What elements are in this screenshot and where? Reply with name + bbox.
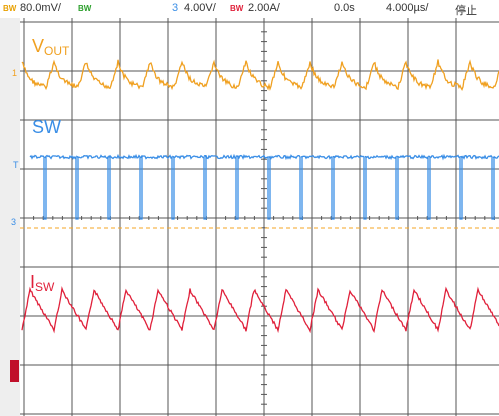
ch4-marker	[10, 360, 19, 382]
subscript: OUT	[44, 44, 70, 58]
trigger-marker: T	[13, 160, 19, 170]
ch1-scale: 80.0mV/	[20, 2, 61, 14]
status-bar: BW 80.0mV/ BW 3 4.00V/ BW 2.00A/ 0.0s 4.…	[0, 0, 499, 18]
ch1-marker: 1	[12, 68, 17, 78]
timebase: 4.000µs/	[386, 2, 428, 14]
delay: 0.0s	[334, 2, 355, 14]
label: V	[32, 36, 44, 56]
bw-flag: BW	[230, 4, 243, 13]
subscript: SW	[35, 280, 55, 294]
ch3-scale: 4.00V/	[184, 2, 216, 14]
bw-flag: BW	[78, 4, 91, 13]
scope-display: VOUT SW ISW 1 T 3	[0, 0, 499, 416]
ch4-scale: 2.00A/	[248, 2, 280, 14]
scope-screen: VOUT SW ISW 1 T 3 BW 80.0mV/ BW 3 4.00V/…	[0, 0, 499, 416]
ch3-marker: 3	[11, 217, 16, 227]
bw-flag: BW	[3, 4, 16, 13]
sw-label: SW	[32, 117, 61, 137]
run-state: 停止	[455, 2, 477, 18]
ch3-number: 3	[172, 2, 178, 14]
